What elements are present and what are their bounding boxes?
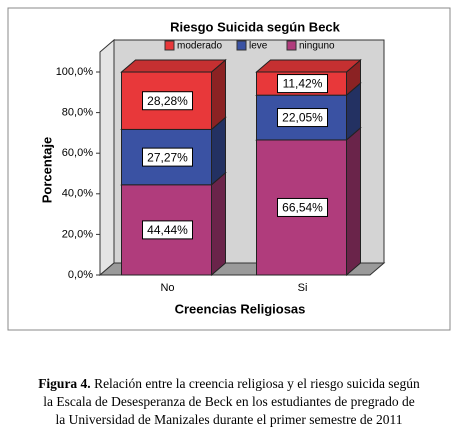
value-label-box — [277, 74, 328, 94]
y-axis-label: Porcentaje — [39, 137, 54, 203]
caption-label: Figura 4. — [38, 376, 91, 391]
bar-top — [255, 59, 362, 73]
bar-side — [346, 126, 361, 277]
y-tick-label: 60,0% — [62, 147, 93, 159]
value-label-box — [142, 147, 193, 167]
caption-text: Relación entre la creencia religiosa y e… — [94, 376, 420, 391]
value-label-box — [142, 220, 193, 240]
value-label: 66,54% — [282, 201, 323, 215]
legend-label: leve — [249, 41, 268, 52]
y-tick-label: 20,0% — [62, 228, 93, 240]
x-tick-label: No — [160, 282, 174, 294]
chart-title: Riesgo Suicida según Beck — [170, 19, 341, 34]
x-tick-label: Si — [298, 282, 308, 294]
legend-label: ninguno — [299, 41, 335, 52]
value-label: 22,05% — [282, 111, 323, 125]
caption-line: la Escala de Desesperanza de Beck en los… — [43, 394, 414, 409]
value-label: 27,27% — [147, 150, 188, 164]
y-tick-label: 0,0% — [68, 269, 93, 281]
legend-swatch — [164, 40, 175, 51]
caption-line: la Universidad de Manizales durante el p… — [56, 412, 403, 427]
value-label-box — [277, 197, 328, 217]
legend-label: moderado — [177, 41, 222, 52]
value-label-box — [142, 91, 193, 111]
side-wall — [99, 38, 115, 277]
x-axis-label: Creencias Religiosas — [175, 301, 306, 316]
bar-top — [120, 59, 227, 73]
value-label: 44,44% — [147, 223, 188, 237]
legend-swatch — [236, 40, 247, 51]
y-tick-label: 100,0% — [56, 66, 94, 78]
y-tick-label: 80,0% — [62, 107, 93, 119]
value-label: 11,42% — [283, 77, 323, 91]
y-tick-label: 40,0% — [62, 188, 93, 200]
caption-line: Figura 4. Relación entre la creencia rel… — [38, 376, 420, 391]
bar-side — [211, 171, 226, 277]
legend-swatch — [286, 40, 297, 51]
value-label-box — [277, 108, 328, 128]
value-label: 28,28% — [147, 94, 188, 108]
